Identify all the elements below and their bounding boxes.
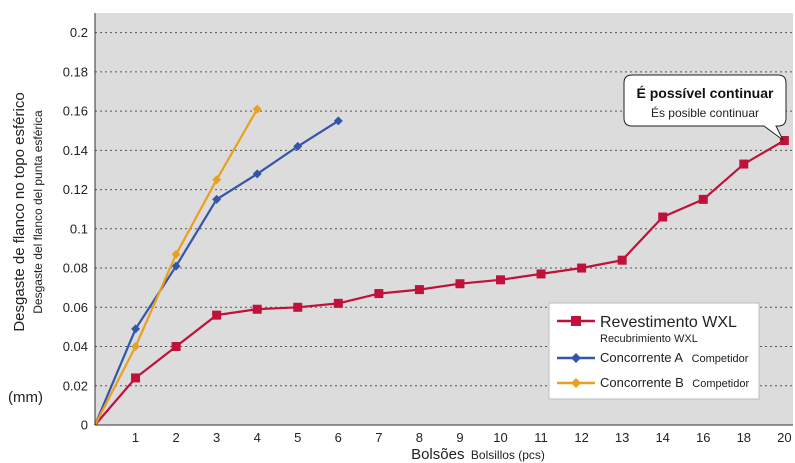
callout-bubble	[623, 74, 787, 141]
x-axis-title-sub: Bolsillos (pcs)	[471, 448, 545, 462]
data-point-marker	[293, 302, 303, 312]
data-point-marker	[131, 324, 141, 334]
data-point-marker	[496, 275, 505, 285]
data-point-marker	[617, 255, 627, 265]
x-tick-label: 5	[294, 430, 301, 445]
legend-marker-competitor-a	[571, 353, 581, 363]
x-tick-label: 7	[375, 430, 382, 445]
y-tick-label: 0.06	[63, 300, 88, 315]
legend-label-competitor-a-sub: Competidor	[692, 353, 749, 365]
data-point-marker	[698, 194, 708, 204]
data-point-marker	[212, 175, 222, 185]
x-tick-label: 18	[737, 430, 751, 445]
data-point-marker	[252, 304, 262, 314]
x-tick-label: 12	[574, 430, 588, 445]
x-tick-label: 1	[132, 430, 139, 445]
y-axis-title: Desgaste de flanco no topo esférico	[11, 92, 28, 331]
y-tick-label: 0	[81, 418, 88, 433]
legend-marker-competitor-b	[571, 378, 581, 388]
data-point-marker	[293, 141, 303, 151]
data-point-marker	[171, 342, 181, 352]
y-tick-label: 0.18	[63, 64, 88, 79]
y-tick-label: 0.16	[63, 104, 88, 119]
x-tick-label: 10	[493, 430, 507, 445]
x-tick-label: 9	[456, 430, 463, 445]
x-tick-label: 11	[534, 430, 548, 445]
y-tick-label: 0.14	[63, 143, 88, 158]
data-point-marker	[212, 194, 222, 204]
y-tick-label: 0.04	[63, 339, 88, 354]
data-point-marker	[414, 285, 424, 295]
x-tick-label: 6	[335, 430, 342, 445]
x-tick-label: 8	[416, 430, 423, 445]
x-tick-labels: 1 2 3 4 5 6 7 8 9 10 11 12 13 14 16 18 20	[132, 430, 792, 445]
legend-label-competitor-a: Concorrente A Competidor	[600, 349, 749, 366]
x-tick-label: 14	[655, 430, 669, 445]
data-point-marker	[536, 269, 546, 279]
annotation-callout: É possível continuar És posible continua…	[623, 74, 787, 141]
data-point-marker	[131, 373, 141, 383]
data-point-marker	[252, 169, 262, 179]
data-point-marker	[333, 298, 343, 308]
y-tick-label: 0.12	[63, 182, 88, 197]
data-point-marker	[333, 116, 343, 126]
y-tick-label: 0.2	[70, 25, 88, 40]
data-point-marker	[212, 310, 222, 320]
legend-label-competitor-b-main: Concorrente B	[600, 375, 684, 390]
legend-label-wxl: Revestimento WXL	[600, 314, 737, 331]
x-tick-label: 13	[615, 430, 629, 445]
data-point-marker	[577, 263, 587, 273]
series-line-0	[94, 139, 785, 426]
data-point-marker	[658, 212, 668, 222]
y-tick-label: 0.1	[70, 221, 88, 236]
x-tick-label: 4	[254, 430, 261, 445]
legend-label-competitor-b: Concorrente B Competidor	[600, 374, 749, 391]
x-tick-label: 16	[696, 430, 710, 445]
callout-text-sub: És posible continuar	[651, 105, 759, 120]
data-point-marker	[739, 159, 749, 169]
data-point-marker	[374, 289, 384, 299]
y-tick-label: 0.08	[63, 261, 88, 276]
legend-label-competitor-b-sub: Competidor	[692, 378, 749, 390]
data-point-marker	[171, 261, 181, 271]
legend-sublabel-wxl: Recubrimiento WXL	[600, 333, 698, 345]
series-group	[93, 104, 789, 426]
x-tick-label: 20	[777, 430, 791, 445]
y-tick-label: 0.02	[63, 378, 88, 393]
callout-text-main: É possível continuar	[637, 85, 774, 101]
x-axis-title-main: Bolsões	[411, 446, 464, 463]
y-tick-labels: 0 0.02 0.04 0.06 0.08 0.1 0.12 0.14 0.16 0.18 0.2	[63, 25, 88, 432]
data-point-marker	[171, 249, 181, 259]
legend-marker-wxl	[571, 316, 581, 326]
x-tick-label: 3	[213, 430, 220, 445]
data-point-marker	[455, 279, 465, 289]
y-axis-unit: (mm)	[8, 389, 43, 406]
data-point-marker	[252, 104, 262, 114]
x-axis-title: Bolsões Bolsillos (pcs)	[411, 446, 545, 463]
y-axis-subtitle: Desgaste del flanco del punta esférica	[31, 110, 45, 314]
data-point-marker	[779, 136, 789, 146]
x-tick-label: 2	[172, 430, 179, 445]
legend: Revestimento WXL Recubrimiento WXL Conco…	[548, 302, 760, 400]
data-point-marker	[131, 342, 141, 352]
legend-label-competitor-a-main: Concorrente A	[600, 350, 683, 365]
